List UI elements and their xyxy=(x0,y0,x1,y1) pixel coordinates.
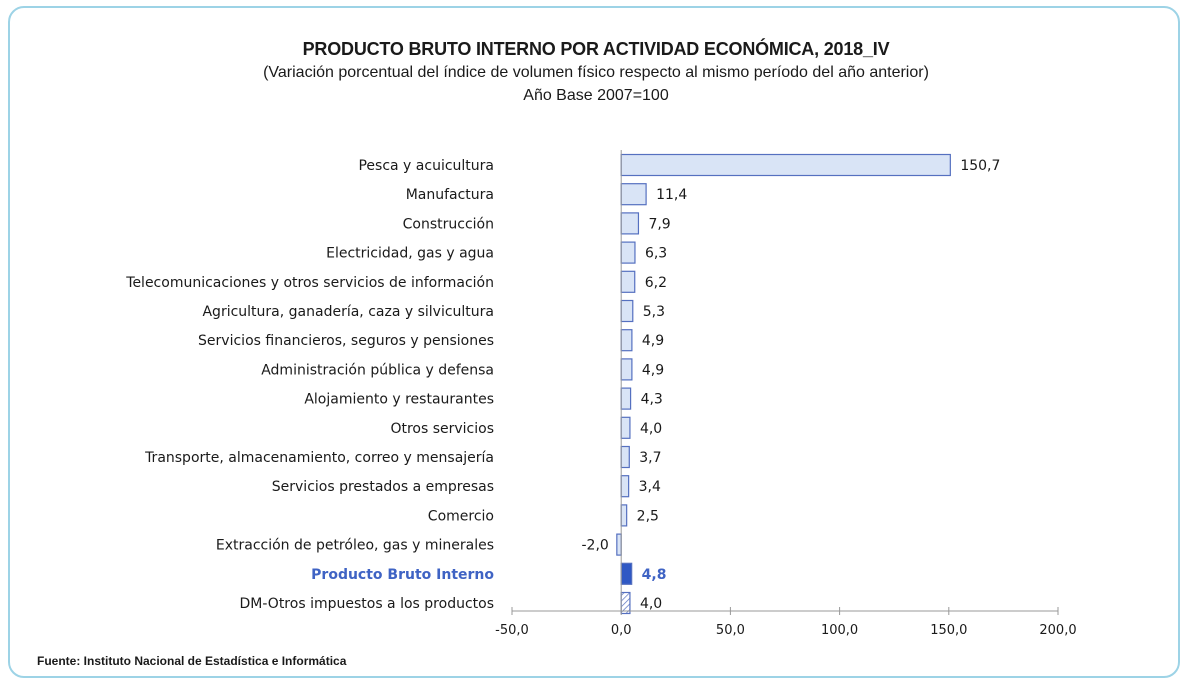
base-year-note: Año Base 2007=100 xyxy=(523,87,669,104)
value-labels: 150,7 11,4 7,9 6,3 6,2 5,3 4,9 4,9 4,3 4,0 3,7 3,4 2… xyxy=(582,158,1001,612)
value-label-2: 7,9 xyxy=(648,216,670,232)
bar-12 xyxy=(620,504,628,527)
bar-13 xyxy=(616,533,622,556)
category-label-4: Telecomunicaciones y otros servicios de … xyxy=(125,275,494,291)
category-label-8: Alojamiento y restaurantes xyxy=(304,392,494,408)
bar-5 xyxy=(620,299,634,323)
category-label-15: DM-Otros impuestos a los productos xyxy=(240,596,495,612)
title-block: PRODUCTO BRUTO INTERNO POR ACTIVIDAD ECO… xyxy=(0,38,1192,106)
bar-0 xyxy=(620,153,951,177)
category-label-3: Electricidad, gas y agua xyxy=(326,246,494,262)
value-label-11: 3,4 xyxy=(639,479,661,495)
bar-4 xyxy=(620,270,636,293)
source-note: Fuente: Instituto Nacional de Estadístic… xyxy=(37,654,347,668)
category-label-14: Producto Bruto Interno xyxy=(311,567,494,583)
bar-1 xyxy=(620,183,647,206)
chart-frame xyxy=(8,6,1180,678)
value-label-12: 2,5 xyxy=(637,508,659,524)
category-label-10: Transporte, almacenamiento, correo y men… xyxy=(144,450,494,466)
bar-10 xyxy=(620,445,630,469)
value-label-14: 4,8 xyxy=(642,567,667,583)
bar-14 xyxy=(620,562,633,585)
category-label-11: Servicios prestados a empresas xyxy=(272,479,494,495)
x-tick-label-5: 200,0 xyxy=(1039,623,1076,638)
category-label-1: Manufactura xyxy=(406,187,494,203)
chart-title: PRODUCTO BRUTO INTERNO POR ACTIVIDAD ECO… xyxy=(302,39,890,59)
category-label-6: Servicios financieros, seguros y pension… xyxy=(198,333,494,349)
bar-15 xyxy=(620,591,631,615)
bar-9 xyxy=(620,416,631,439)
category-label-13: Extracción de petróleo, gas y minerales xyxy=(216,538,494,554)
x-tick-label-2: 50,0 xyxy=(716,623,745,638)
x-tick-label-1: 0,0 xyxy=(611,623,632,638)
value-label-6: 4,9 xyxy=(642,333,664,349)
x-tick-label-3: 100,0 xyxy=(821,623,858,638)
value-label-10: 3,7 xyxy=(639,450,661,466)
category-label-5: Agricultura, ganadería, caza y silvicult… xyxy=(202,304,494,320)
x-tick-label-0: -50,0 xyxy=(495,623,529,638)
value-label-7: 4,9 xyxy=(642,362,664,378)
value-label-9: 4,0 xyxy=(640,421,662,437)
bar-11 xyxy=(620,475,630,498)
value-label-0: 150,7 xyxy=(960,158,1000,174)
x-tick-label-4: 150,0 xyxy=(930,623,967,638)
value-label-3: 6,3 xyxy=(645,246,667,262)
bar-8 xyxy=(620,387,632,410)
value-label-5: 5,3 xyxy=(643,304,665,320)
value-label-1: 11,4 xyxy=(656,187,687,203)
category-label-9: Otros servicios xyxy=(390,421,494,437)
category-label-7: Administración pública y defensa xyxy=(261,362,494,378)
value-label-4: 6,2 xyxy=(645,275,667,291)
category-labels: Pesca y acuicultura Manufactura Construcci… xyxy=(125,158,494,612)
value-label-13: -2,0 xyxy=(582,538,609,554)
x-axis: -50,0 0,0 50,0 100,0 150,0 200,0 xyxy=(495,150,1077,638)
value-label-8: 4,3 xyxy=(641,392,663,408)
category-label-0: Pesca y acuicultura xyxy=(358,158,494,174)
chart-subtitle: (Variación porcentual del índice de volu… xyxy=(263,64,929,81)
value-label-15: 4,0 xyxy=(640,596,662,612)
bar-7 xyxy=(620,358,633,381)
bar-2 xyxy=(620,212,640,235)
bar-6 xyxy=(620,329,633,352)
category-label-12: Comercio xyxy=(428,508,494,524)
bar-3 xyxy=(620,241,636,264)
category-label-2: Construcción xyxy=(403,216,494,232)
